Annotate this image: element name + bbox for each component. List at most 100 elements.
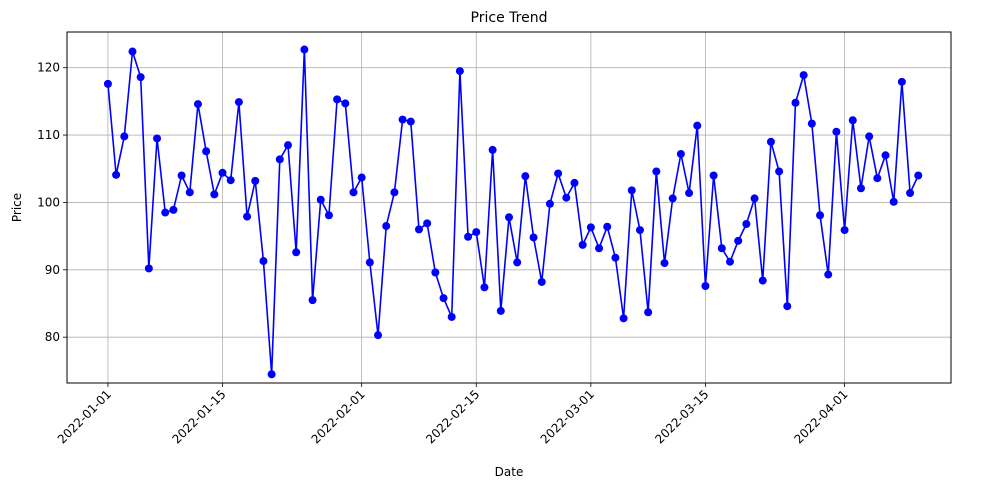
data-point: [668, 194, 677, 203]
data-point: [414, 225, 423, 234]
data-point: [799, 71, 808, 80]
data-point: [243, 212, 252, 221]
data-point: [455, 67, 464, 76]
data-point: [775, 167, 784, 176]
data-point: [914, 171, 923, 180]
data-point: [439, 294, 448, 303]
data-point: [177, 171, 186, 180]
data-point: [185, 188, 194, 197]
data-point: [586, 223, 595, 232]
data-point: [758, 276, 767, 285]
data-point: [627, 186, 636, 195]
data-point: [676, 149, 685, 158]
data-point: [652, 167, 661, 176]
data-point: [717, 244, 726, 253]
data-point: [881, 151, 890, 160]
data-point: [333, 95, 342, 104]
x-tick-label: 2022-04-01: [791, 387, 850, 446]
x-tick-label: 2022-03-15: [652, 387, 711, 446]
y-tick-label: 80: [45, 330, 60, 344]
data-point: [136, 73, 145, 82]
data-point: [144, 264, 153, 273]
data-point: [210, 190, 219, 199]
plot-area-frame: [66, 31, 952, 384]
data-point: [603, 222, 612, 231]
data-point: [832, 127, 841, 136]
axis-ticks: 2022-01-01 2022-01-15 2022-02-01 2022-02-15…: [37, 61, 851, 447]
data-point: [595, 244, 604, 253]
data-point: [382, 222, 391, 231]
data-point: [701, 281, 710, 290]
data-point: [693, 121, 702, 130]
data-point: [480, 283, 489, 292]
data-point: [398, 115, 407, 124]
data-point: [766, 137, 775, 146]
data-point: [112, 170, 121, 179]
data-point: [464, 232, 473, 241]
y-axis-label: Price: [10, 193, 24, 222]
data-point: [807, 119, 816, 128]
data-point: [742, 220, 751, 229]
data-point: [726, 257, 734, 266]
x-tick-label: 2022-02-15: [423, 387, 482, 446]
data-point: [709, 171, 718, 180]
data-point: [856, 184, 865, 193]
chart-title: Price Trend: [471, 10, 548, 26]
x-tick-label: 2022-03-01: [538, 387, 597, 446]
data-point: [906, 189, 915, 198]
data-point: [488, 145, 497, 154]
data-point: [619, 314, 628, 323]
y-tick-label: 100: [37, 195, 60, 209]
data-point: [292, 248, 301, 257]
data-point: [537, 277, 546, 286]
data-point: [644, 308, 653, 317]
data-point: [783, 302, 792, 311]
data-point: [431, 268, 440, 277]
data-point: [840, 226, 849, 235]
series-line: [107, 48, 919, 376]
data-point: [128, 47, 137, 56]
data-point: [824, 270, 833, 279]
data-point: [251, 176, 260, 185]
data-point: [578, 240, 587, 249]
data-point: [218, 168, 227, 177]
data-point: [685, 189, 694, 198]
data-point: [734, 236, 743, 245]
data-point: [349, 188, 358, 197]
data-point: [554, 169, 563, 178]
data-point: [897, 77, 906, 86]
y-tick-label: 110: [37, 128, 60, 142]
grid-lines: [67, 32, 951, 383]
data-point: [365, 258, 374, 267]
data-point: [275, 155, 284, 164]
data-point: [611, 253, 620, 262]
data-point: [496, 306, 505, 315]
data-point: [374, 331, 383, 340]
data-point: [300, 45, 309, 54]
data-point: [308, 296, 317, 305]
data-point: [865, 132, 874, 141]
data-point: [357, 173, 366, 182]
data-point: [193, 100, 202, 109]
data-point: [472, 228, 481, 237]
data-point: [505, 213, 513, 222]
data-point: [529, 233, 538, 242]
y-tick-label: 120: [37, 61, 60, 75]
data-point: [259, 257, 268, 266]
data-point: [161, 208, 170, 217]
data-point: [267, 370, 276, 379]
x-tick-label: 2022-02-01: [309, 387, 368, 446]
data-point: [848, 116, 857, 125]
data-point: [521, 172, 530, 181]
data-point: [234, 98, 243, 107]
data-point: [660, 259, 669, 268]
data-point: [341, 99, 350, 108]
data-point: [316, 195, 325, 204]
data-point: [390, 188, 399, 197]
data-point: [406, 117, 415, 126]
data-point: [153, 134, 162, 143]
data-point: [873, 174, 882, 183]
x-tick-label: 2022-01-01: [55, 387, 114, 446]
x-axis-label: Date: [495, 465, 524, 479]
data-point: [750, 194, 759, 203]
